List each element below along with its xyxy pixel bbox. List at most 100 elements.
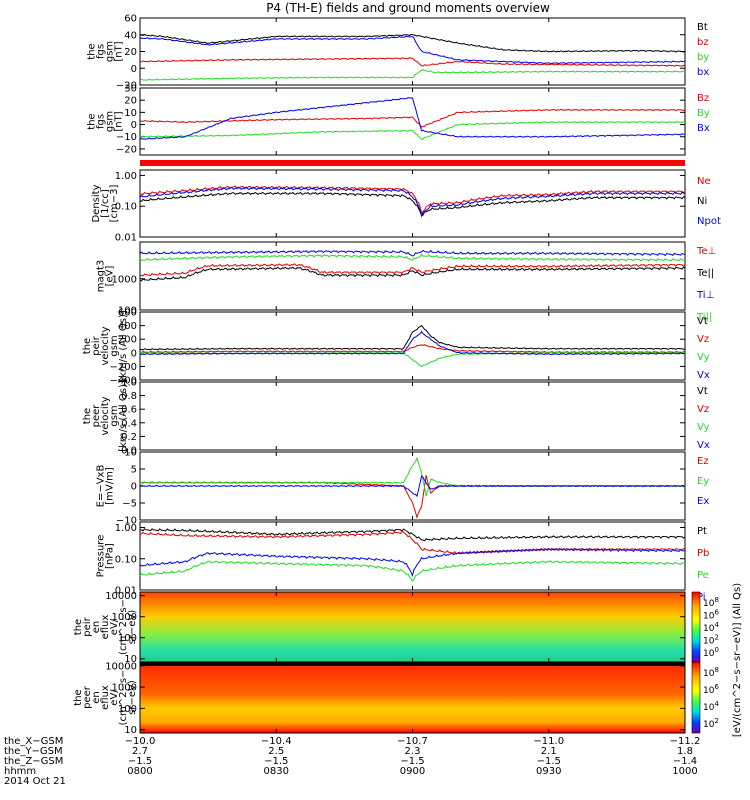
y-tick-label: 10000 bbox=[105, 661, 137, 672]
panel-pressure: 1.00 0.10 0.01 Pressure[nPa] Pt Pb Pe Pi bbox=[96, 521, 709, 603]
x-row-value: −1.5 bbox=[400, 756, 424, 767]
y-axis-label: velocity bbox=[100, 326, 111, 365]
series-bt-line bbox=[139, 33, 686, 53]
panel-separator-bar bbox=[140, 160, 685, 166]
y-tick-label: 10 bbox=[124, 725, 137, 736]
y-tick-label: 0.01 bbox=[115, 586, 137, 597]
x-row-value: −1.4 bbox=[673, 756, 697, 767]
x-row-value: −11.0 bbox=[533, 736, 564, 747]
legend-vy: Vy bbox=[697, 422, 710, 433]
y-tick-label: 0.2 bbox=[121, 432, 137, 443]
y-tick-label: 1.00 bbox=[115, 523, 137, 534]
x-row-value: 1.8 bbox=[677, 746, 693, 757]
series-bz-line bbox=[139, 57, 686, 67]
y-axis-label: peir bbox=[91, 335, 102, 355]
x-row-value: 0800 bbox=[127, 766, 152, 777]
y-tick-label: 60 bbox=[124, 14, 137, 25]
series-bx-line bbox=[139, 97, 686, 140]
legend-ne: Ne bbox=[697, 176, 711, 187]
x-row-value: 2.3 bbox=[405, 746, 421, 757]
y-tick-label: 1000 bbox=[112, 274, 137, 285]
series-vz-line bbox=[139, 344, 686, 354]
y-tick-label: 1.0 bbox=[121, 378, 137, 389]
colorbar-tick-label: 104 bbox=[703, 621, 719, 634]
y-axis-label: the bbox=[73, 689, 84, 705]
panel-peer-velocity: 1.0 0.8 0.6 0.4 0.2 0.0 thepeervelocitygsm[km/… bbox=[82, 378, 710, 457]
y-axis-label: eV/ bbox=[109, 689, 120, 706]
y-tick-label: 1000 bbox=[112, 612, 137, 623]
legend-te||: Te|| bbox=[696, 268, 714, 279]
x-axis-date: 2014 Oct 21 bbox=[4, 776, 66, 787]
colorbar-tick-label: 106 bbox=[703, 683, 719, 696]
colorbar: 108 106 104 102 bbox=[691, 661, 719, 734]
x-row-value: 1000 bbox=[672, 766, 697, 777]
y-tick-label: 1.00 bbox=[115, 171, 137, 182]
legend-vx: Vx bbox=[697, 440, 710, 451]
panel-peer-eflux: 108 106 104 102 10000 1000 100 10 thepeereneflux… bbox=[73, 661, 719, 736]
legend-pi: Pi bbox=[697, 592, 706, 603]
legend-bz: Bz bbox=[697, 93, 709, 104]
y-tick-label: −400 bbox=[110, 376, 137, 387]
y-axis-label: [nT] bbox=[114, 111, 125, 131]
panel-frame bbox=[139, 169, 686, 238]
series-ex-line bbox=[139, 475, 686, 498]
y-tick-label: 5 bbox=[131, 465, 137, 476]
y-tick-label: 0 bbox=[131, 120, 137, 131]
legend-pe: Pe bbox=[697, 570, 709, 581]
y-axis-label: eflux bbox=[100, 685, 111, 710]
panel-frame bbox=[139, 381, 686, 451]
series-by-line bbox=[139, 121, 686, 140]
panel-temperature: 1000 100 magt3[eV] Te⊥ Te|| Ti⊥ Ti|| bbox=[96, 241, 716, 323]
legend-ey: Ey bbox=[697, 476, 709, 487]
y-tick-label: −10 bbox=[116, 132, 137, 143]
y-tick-label: 0.4 bbox=[121, 418, 137, 429]
x-row-value: 2.5 bbox=[268, 746, 284, 757]
y-tick-label: 200 bbox=[118, 335, 137, 346]
y-tick-label: 1000 bbox=[112, 683, 137, 694]
series-te⊥-line bbox=[139, 263, 686, 277]
series-ey-line bbox=[139, 456, 686, 497]
y-tick-label: 0.10 bbox=[115, 554, 137, 565]
y-axis-label: magt3 bbox=[96, 260, 107, 293]
y-axis-label: velocity bbox=[100, 396, 111, 435]
panel-density: 1.00 0.10 0.01 Density[1/cc][cm−3] Ne Ni Npot bbox=[91, 169, 721, 244]
x-row-value: 2.7 bbox=[132, 746, 148, 757]
y-axis-label: fgs bbox=[96, 44, 107, 59]
legend-vt: Vt bbox=[697, 316, 708, 327]
y-tick-label: 0.01 bbox=[115, 233, 137, 244]
y-axis-label: sr−eV) bbox=[127, 610, 138, 645]
panel-frame bbox=[139, 311, 686, 381]
y-axis-label: [km/s (All Qs)] bbox=[118, 380, 129, 452]
y-axis-label: [nT] bbox=[114, 41, 125, 61]
series-npot-line bbox=[139, 186, 686, 218]
legend-vy: Vy bbox=[697, 352, 710, 363]
series-pe-line bbox=[139, 560, 686, 582]
heatmap-fill bbox=[140, 662, 685, 733]
x-row-value: −1.5 bbox=[537, 756, 561, 767]
y-axis-label: fgs bbox=[96, 114, 107, 129]
series-bx-line bbox=[139, 35, 686, 65]
y-axis-label: the bbox=[87, 43, 98, 59]
y-axis-label: the bbox=[73, 619, 84, 635]
y-axis-label: [km/s (All Qs)] bbox=[118, 310, 129, 382]
legend-te⊥: Te⊥ bbox=[696, 246, 716, 257]
y-tick-label: 0 bbox=[131, 64, 137, 75]
series-pi-line bbox=[139, 547, 686, 578]
panel-efield: 10 5 0 −5 −10 E=−VxB[mV/m] Ez Ey Ex bbox=[96, 448, 710, 527]
x-row-value: 2.1 bbox=[541, 746, 557, 757]
y-tick-label: 10 bbox=[124, 448, 137, 459]
y-axis-label: en bbox=[91, 691, 102, 704]
y-axis-label: the bbox=[82, 338, 93, 354]
legend-vt: Vt bbox=[697, 386, 708, 397]
colorbar-tick-label: 106 bbox=[703, 609, 719, 622]
colorbar-label: [eV/(cm^2−s−sr−eV)] (All Qs) bbox=[732, 583, 743, 737]
y-tick-label: 0.8 bbox=[121, 391, 137, 402]
legend-ni: Ni bbox=[697, 196, 707, 207]
y-tick-label: 10000 bbox=[105, 591, 137, 602]
legend-by: By bbox=[697, 108, 710, 119]
y-tick-label: 30 bbox=[124, 84, 137, 95]
legend-vz: Vz bbox=[697, 334, 709, 345]
x-row-value: −10.7 bbox=[397, 736, 428, 747]
